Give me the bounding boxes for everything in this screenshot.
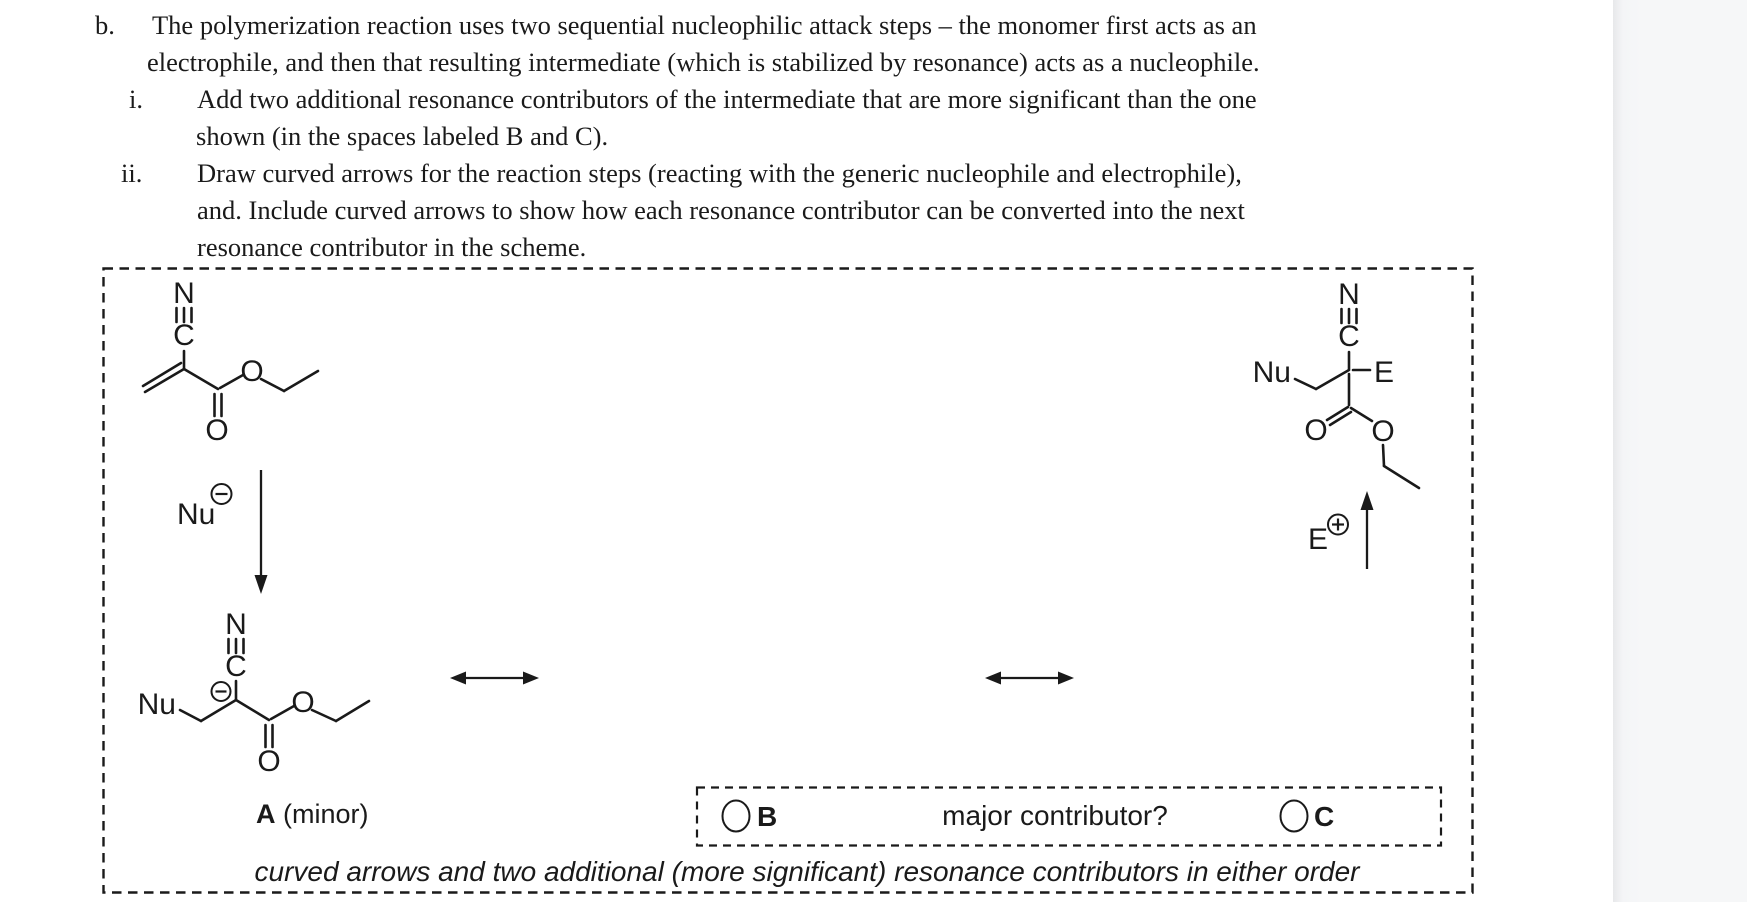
nucleophile-reagent: Nu xyxy=(177,483,233,531)
atom-label-n: N xyxy=(225,608,247,641)
answer-option-c-circle[interactable] xyxy=(1279,799,1309,833)
page-edge-background xyxy=(1613,0,1747,902)
atom-label-o-carbonyl: O xyxy=(1304,414,1327,447)
atom-label-n: N xyxy=(173,277,195,310)
bond-lines xyxy=(1293,350,1421,490)
nucleophile-label: Nu xyxy=(177,498,215,531)
arrowhead-up xyxy=(1360,491,1374,510)
minus-charge-icon xyxy=(210,681,232,702)
major-contributor-question: major contributor? xyxy=(942,800,1168,831)
resonance-arrow-2 xyxy=(985,671,1074,685)
structure-product: N C Nu E xyxy=(1253,278,1421,490)
scheme-caption: curved arrows and two additional (more s… xyxy=(255,856,1362,887)
triple-bond xyxy=(227,637,245,655)
atom-label-o-ester: O xyxy=(291,686,314,719)
atom-label-c: C xyxy=(225,650,247,683)
minus-charge-icon xyxy=(210,483,233,505)
answer-strip-box: B major contributor? C xyxy=(695,786,1443,847)
reaction-arrow-down xyxy=(254,470,268,594)
atom-label-o-carbonyl: O xyxy=(205,414,228,447)
electrophile-reagent: E xyxy=(1308,513,1349,556)
bond-lines xyxy=(141,349,320,418)
atom-label-o-ester: O xyxy=(1371,415,1394,448)
reaction-arrow-up xyxy=(1360,491,1374,569)
atom-label-o-ester: O xyxy=(240,355,263,388)
plus-charge-icon xyxy=(1327,513,1349,536)
electrophile-substituent-label: E xyxy=(1374,356,1394,389)
structure-monomer: N C O xyxy=(141,277,320,447)
answer-option-b-label: B xyxy=(757,801,777,832)
structure-a-qualifier: (minor) xyxy=(283,799,369,829)
triple-bond xyxy=(175,306,193,324)
nucleophile-label: Nu xyxy=(138,688,176,721)
scheme-dashed-border xyxy=(102,267,1474,894)
electrophile-label: E xyxy=(1308,523,1328,556)
structure-a-caption: A (minor) xyxy=(256,799,369,829)
structure-intermediate-a: N C Nu O xyxy=(138,608,371,778)
arrowhead-down xyxy=(254,575,268,594)
answer-option-b-circle[interactable] xyxy=(721,799,751,833)
bond-lines xyxy=(178,679,371,749)
resonance-arrow-1 xyxy=(450,671,539,685)
triple-bond xyxy=(1340,307,1358,325)
nucleophile-label: Nu xyxy=(1253,356,1291,389)
atom-label-c: C xyxy=(173,319,195,352)
answer-option-c-label: C xyxy=(1314,801,1334,832)
atom-label-o-carbonyl: O xyxy=(257,745,280,778)
atom-label-c: C xyxy=(1338,320,1360,353)
atom-label-n: N xyxy=(1338,278,1360,311)
structure-a-letter: A xyxy=(256,799,276,829)
